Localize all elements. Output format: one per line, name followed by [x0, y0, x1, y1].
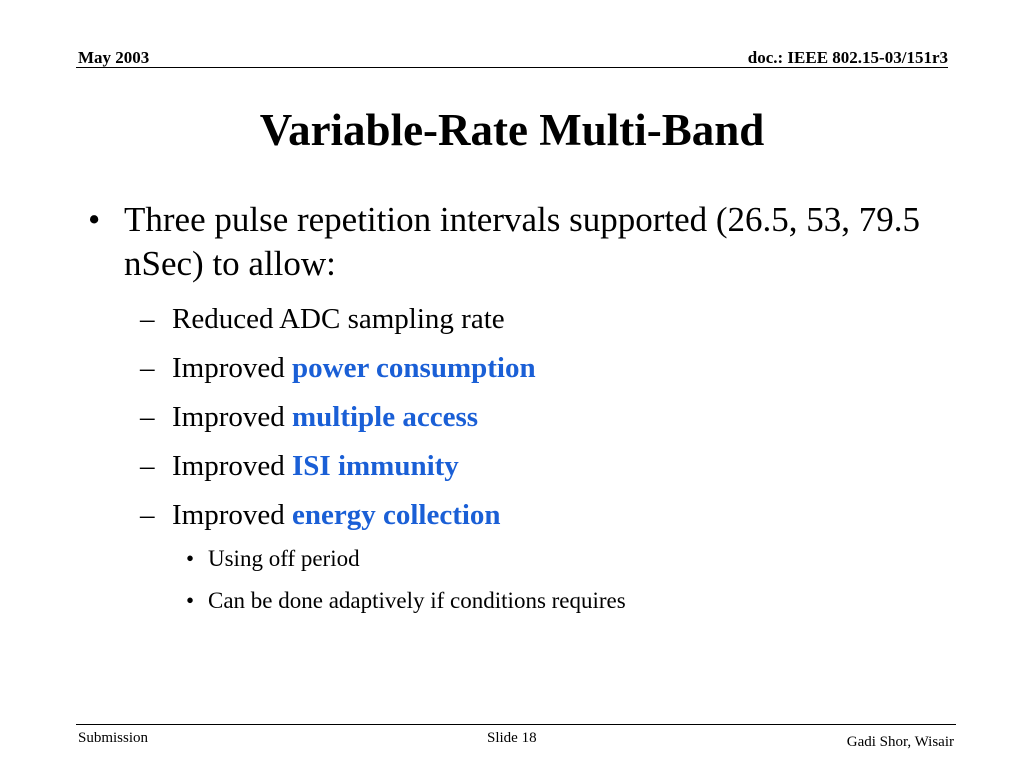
sub-bullet-2: – Improved power consumption: [140, 351, 940, 385]
sub-bullet-3: – Improved multiple access: [140, 400, 940, 434]
sub-bullet-text: Improved: [172, 352, 292, 384]
sub-bullet-text: Improved: [172, 450, 292, 482]
subsub-bullet-1: • Using off period: [186, 545, 946, 573]
sub-bullet-highlight: energy collection: [292, 499, 501, 531]
sub-bullet-text: Improved: [172, 401, 292, 433]
footer-submission: Submission: [78, 730, 149, 746]
sub-bullet-marker: –: [140, 303, 155, 335]
header-date: May 2003: [78, 48, 150, 67]
subsub-bullet-text: Can be done adaptively if conditions req…: [208, 588, 626, 613]
subsub-bullet-marker: •: [186, 588, 195, 613]
subsub-bullet-text: Using off period: [208, 546, 360, 571]
header-doc-id: doc.: IEEE 802.15-03/151r3: [747, 48, 948, 67]
sub-bullet-highlight: power consumption: [292, 352, 536, 384]
footer-divider: [76, 724, 956, 725]
sub-bullet-marker: –: [140, 352, 155, 384]
subsub-bullet-marker: •: [186, 546, 195, 571]
sub-bullet-text: Improved: [172, 499, 292, 531]
sub-bullet-1: – Reduced ADC sampling rate: [140, 302, 940, 336]
footer-slide-number: Slide 18: [487, 730, 537, 746]
sub-bullet-marker: –: [140, 450, 155, 482]
main-bullet-text: Three pulse repetition intervals support…: [124, 200, 921, 283]
main-bullet-marker: •: [88, 200, 101, 239]
header-divider: [76, 67, 948, 68]
sub-bullet-marker: –: [140, 401, 155, 433]
sub-bullet-marker: –: [140, 499, 155, 531]
sub-bullet-highlight: multiple access: [292, 401, 479, 433]
footer-author: Gadi Shor, Wisair: [846, 734, 954, 750]
sub-bullet-highlight: ISI immunity: [292, 450, 459, 482]
slide-title: Variable-Rate Multi-Band: [259, 105, 765, 155]
sub-bullet-4: – Improved ISI immunity: [140, 449, 940, 483]
sub-bullet-5: – Improved energy collection: [140, 498, 940, 532]
main-bullet: • Three pulse repetition intervals suppo…: [88, 198, 948, 286]
subsub-bullet-2: • Can be done adaptively if conditions r…: [186, 587, 946, 615]
sub-bullet-text: Reduced ADC sampling rate: [172, 303, 505, 335]
